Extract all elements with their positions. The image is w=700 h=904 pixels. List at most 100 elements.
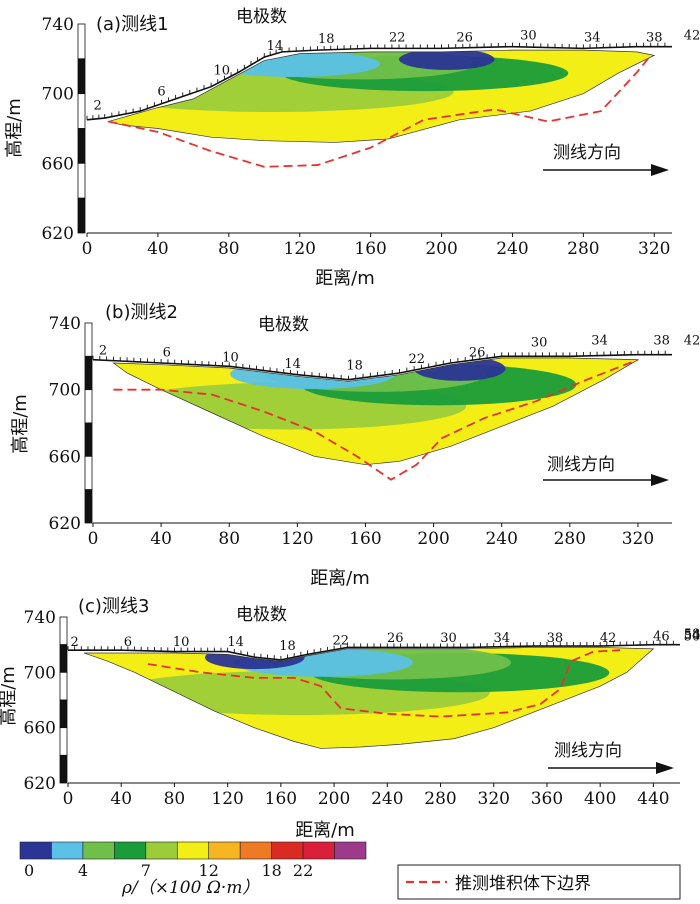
panel-b-line2: 0 40 80 120 160 200 240 280 320 620 660 700 740 高程/m 距…: [10, 302, 700, 589]
colorbar-swatches: [19, 841, 367, 860]
colorbar-title: ρ/（×100 Ω·m）: [121, 878, 259, 898]
colorbar-swatch: [176, 841, 210, 860]
elevation-scale-bar-segment: [77, 93, 86, 129]
survey-direction-label: 测线方向: [553, 143, 621, 163]
elevation-scale-bar-segment: [77, 197, 86, 234]
x-tick-label: 40: [150, 529, 172, 549]
electrode-number-label: 46: [653, 630, 670, 645]
x-axis-label: 距离/m: [310, 568, 370, 589]
colorbar-swatch: [51, 841, 84, 860]
inferred-lower-boundary: [113, 358, 639, 481]
elevation-scale-bar-segment: [84, 322, 93, 357]
x-tick-label: 120: [211, 789, 243, 809]
electrode-number-label: 26: [387, 631, 404, 646]
electrode-number-label: 26: [469, 345, 486, 360]
x-tick-label: 440: [637, 789, 669, 809]
colorbar-tick-label: 7: [141, 861, 151, 880]
legend-label: 推测堆积体下边界: [455, 874, 591, 894]
survey-direction-arrow-head: [656, 762, 674, 774]
colorbar-swatch: [208, 841, 241, 860]
legend: 推测堆积体下边界: [397, 864, 681, 900]
colorbar-swatch: [334, 841, 367, 860]
electrode-number-label: 2: [99, 344, 107, 359]
electrode-number-label: 38: [653, 334, 670, 349]
survey-direction-arrow-head: [651, 164, 669, 176]
x-tick-label: 0: [82, 239, 93, 259]
inferred-lower-boundary: [147, 649, 621, 718]
colorbar: 0 4 7 12 18 22 ρ/（×100 Ω·m）: [19, 841, 367, 898]
x-tick-label: 240: [485, 529, 517, 549]
electrode-number-label: 54: [684, 628, 700, 643]
electrode-number-label: 42: [600, 631, 617, 646]
panel-title: (c)测线3: [78, 596, 149, 617]
colorbar-tick-label: 22: [293, 861, 313, 880]
colorbar-tick-label: 18: [261, 861, 281, 880]
resistivity-section: [108, 50, 655, 143]
electrode-number-label: 2: [71, 635, 79, 650]
y-tick-label: 740: [24, 608, 56, 628]
x-tick-label: 240: [371, 789, 403, 809]
y-tick-label: 740: [49, 314, 81, 334]
electrode-number-label: 22: [332, 634, 349, 649]
y-axis-label: 高程/m: [10, 394, 31, 454]
electrode-number-label: 34: [493, 631, 510, 646]
resistivity-zone: [413, 358, 506, 381]
electrode-number-label: 38: [547, 631, 564, 646]
x-tick-label: 160: [349, 529, 381, 549]
y-tick-label: 700: [24, 663, 56, 683]
x-tick-label: 80: [218, 529, 240, 549]
y-tick-label: 620: [49, 514, 81, 534]
inferred-lower-boundary: [108, 54, 652, 168]
elevation-scale-bar-segment: [84, 489, 93, 524]
x-tick-label: 280: [424, 789, 456, 809]
section-outline: [106, 49, 656, 143]
y-axis-label: 高程/m: [4, 98, 25, 158]
colorbar-swatch: [145, 841, 178, 860]
section-outline: [112, 357, 640, 466]
electrode-number-label: 50: [684, 630, 700, 645]
resistivity-section: [83, 647, 654, 749]
electrode-number-label: 30: [520, 29, 537, 44]
x-tick-label: 280: [567, 239, 599, 259]
y-tick-label: 700: [49, 381, 81, 401]
x-tick-label: 80: [164, 789, 186, 809]
survey-direction-arrow-head: [651, 474, 669, 486]
electrode-title: 电极数: [236, 7, 287, 27]
electrode-title: 电极数: [258, 315, 309, 335]
x-tick-label: 80: [218, 239, 240, 259]
x-tick-label: 40: [110, 789, 132, 809]
electrode-number-label: 42: [684, 29, 700, 44]
panel-title: (a)测线1: [96, 14, 169, 35]
survey-direction-label: 测线方向: [547, 455, 615, 475]
x-tick-label: 40: [147, 239, 169, 259]
electrode-number-label: 58: [684, 627, 700, 642]
electrode-number-label: 34: [584, 30, 601, 45]
y-tick-label: 660: [24, 719, 56, 739]
elevation-scale-bar-segment: [77, 58, 86, 95]
colorbar-tick-label: 0: [24, 861, 34, 880]
x-tick-label: 120: [284, 239, 316, 259]
colorbar-tick-label: 12: [199, 861, 219, 880]
electrode-number-label: 18: [346, 359, 363, 374]
survey-direction-label: 测线方向: [554, 741, 622, 761]
elevation-scale-bar-segment: [77, 128, 86, 164]
electrode-number-label: 6: [124, 635, 132, 650]
colorbar-swatch: [239, 841, 272, 860]
x-tick-label: 160: [354, 239, 386, 259]
elevation-scale-bar-segment: [59, 754, 68, 784]
x-tick-label: 280: [554, 529, 586, 549]
elevation-scale-bar-segment: [77, 23, 86, 60]
x-tick-label: 320: [638, 239, 670, 259]
resistivity-zone: [399, 50, 495, 70]
y-tick-label: 660: [42, 154, 74, 174]
colorbar-swatch: [82, 841, 115, 860]
electrode-number-label: 14: [227, 635, 244, 650]
electrode-number-label: 42: [684, 334, 700, 349]
panel-c-line3: 0 40 80 120 160 200 240 280 320 360 400 440 620 660 70…: [0, 596, 700, 841]
electrode-number-label: 10: [173, 635, 190, 650]
electrode-number-label: 30: [531, 335, 548, 350]
y-axis-label: 高程/m: [0, 666, 19, 726]
colorbar-tick-label: 4: [78, 861, 88, 880]
x-tick-label: 200: [417, 529, 449, 549]
